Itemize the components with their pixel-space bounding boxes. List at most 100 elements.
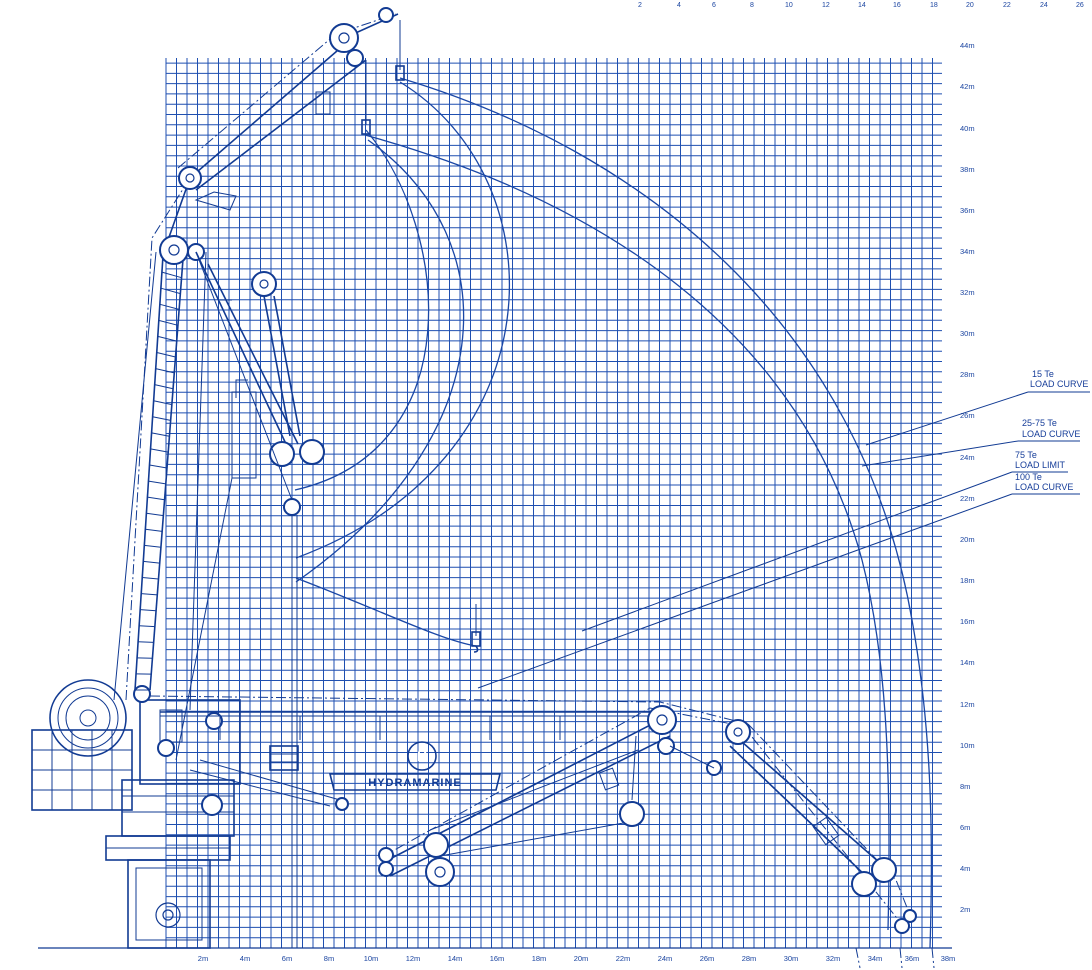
y-axis-label: 10m (960, 741, 975, 750)
boom-lattice-rung (149, 464, 168, 469)
boom-lattice-rung (151, 432, 170, 437)
top-edge-number: 24 (1040, 2, 1048, 9)
boom-lattice-rung (146, 512, 164, 517)
boom-lattice-rung (160, 287, 181, 295)
top-edge-number-row: 2 4 6 8 10 12 14 16 18 20 22 24 26 (638, 2, 1084, 9)
top-edge-number: 12 (822, 2, 830, 9)
y-axis-label: 8m (960, 782, 970, 791)
boom-lattice-rung (159, 303, 180, 310)
radius-markers (855, 947, 935, 969)
y-axis-label: 34m (960, 247, 975, 256)
y-axis-label: 4m (960, 864, 970, 873)
top-edge-number: 22 (1003, 2, 1011, 9)
x-axis-label: 20m (574, 954, 589, 963)
y-axis-label: 2m (960, 905, 970, 914)
callout-leader-100te (477, 493, 1013, 689)
boom-lattice-rung (141, 593, 158, 596)
hook-blocks (361, 20, 481, 653)
y-axis-label: 30m (960, 329, 975, 338)
main-boom (113, 7, 399, 948)
boom-lattice-rung (148, 480, 166, 485)
boom-lattice-rung (147, 496, 165, 501)
y-axis-label: 44m (960, 41, 975, 50)
boom-lattice-rung (157, 335, 177, 342)
y-axis-label: 28m (960, 370, 975, 379)
x-axis-label: 34m (868, 954, 883, 963)
x-axis-label: 16m (490, 954, 505, 963)
x-axis-label: 18m (532, 954, 547, 963)
x-axis-label: 22m (616, 954, 631, 963)
top-edge-number: 26 (1076, 2, 1084, 9)
x-axis-label: 24m (658, 954, 673, 963)
x-axis-label: 38m (941, 954, 956, 963)
x-axis-label: 14m (448, 954, 463, 963)
y-axis-label: 40m (960, 124, 975, 133)
x-axis-label: 28m (742, 954, 757, 963)
lower-hook-arc (294, 129, 430, 491)
callout-25-75te-line1: 25-75 Te (1022, 418, 1057, 428)
top-edge-number: 14 (858, 2, 866, 9)
top-edge-number: 10 (785, 2, 793, 9)
lowered-boom (378, 705, 917, 934)
brand-logo-text: HYDRAMARINE (368, 777, 462, 789)
outer-reach-curve (399, 77, 933, 949)
callout-15te-line2: LOAD CURVE (1030, 379, 1088, 389)
x-axis-label: 2m (198, 954, 208, 963)
boom-lattice-rung (142, 577, 159, 580)
boom-lattice-rung (158, 319, 179, 326)
hanging-load-rope (295, 577, 477, 647)
callout-15te-line1: 15 Te (1032, 369, 1054, 379)
callout-100te-line1: 100 Te (1015, 472, 1042, 482)
y-axis-label: 32m (960, 288, 975, 297)
x-axis-label: 4m (240, 954, 250, 963)
y-axis-label: 20m (960, 535, 975, 544)
y-axis-label: 22m (960, 494, 975, 503)
top-edge-number: 20 (966, 2, 974, 9)
y-axis-label: 12m (960, 700, 975, 709)
upper-hook-arc (295, 81, 511, 559)
y-axis-label: 38m (960, 165, 975, 174)
y-axis-label: 6m (960, 823, 970, 832)
boom-lattice-rung (138, 641, 154, 643)
boom-lattice-rung (143, 560, 160, 564)
boom-lattice-rung (139, 625, 155, 628)
x-axis-label: 6m (282, 954, 292, 963)
middle-hook-arc (295, 139, 465, 583)
top-edge-number: 4 (677, 2, 681, 9)
y-axis-label: 42m (960, 82, 975, 91)
y-axis-label: 26m (960, 411, 975, 420)
top-edge-number: 8 (750, 2, 754, 9)
y-axis-label: 14m (960, 658, 975, 667)
inner-reach-curve (364, 134, 890, 931)
boom-lattice-rung (154, 384, 174, 390)
callout-leader-25-75te (861, 440, 1019, 467)
callout-75te-line2: LOAD LIMIT (1015, 460, 1066, 470)
boom-lattice-rung (150, 448, 169, 453)
top-edge-number: 6 (712, 2, 716, 9)
brand-logo-emblem (407, 741, 437, 771)
load-curves (294, 77, 933, 949)
top-edge-number: 2 (638, 2, 642, 9)
callout-75te-line1: 75 Te (1015, 450, 1037, 460)
x-axis-label: 32m (826, 954, 841, 963)
top-edge-number: 18 (930, 2, 938, 9)
y-axis-label: 36m (960, 206, 975, 215)
boom-lattice-rung (161, 271, 182, 279)
svg-text:H: H (417, 748, 427, 764)
callout-leader-75te (581, 471, 1013, 632)
boom-lattice-rung (145, 528, 163, 532)
callouts: 15 Te LOAD CURVE 25-75 Te LOAD CURVE 75 … (477, 369, 1090, 689)
x-axis-label: 30m (784, 954, 799, 963)
x-axis-label: 36m (905, 954, 920, 963)
y-axis-label: 24m (960, 453, 975, 462)
x-axis-label: 26m (700, 954, 715, 963)
callout-100te-line2: LOAD CURVE (1015, 482, 1073, 492)
boom-lattice-rung (144, 544, 161, 548)
y-axis-labels: 2m 4m 6m 8m 10m 12m 14m 16m 18m 20m 22m … (960, 41, 975, 914)
x-axis-label: 10m (364, 954, 379, 963)
boom-lattice-rung (153, 400, 173, 406)
x-axis-labels: 2m 4m 6m 8m 10m 12m 14m 16m 18m 20m 22m … (198, 954, 956, 963)
top-edge-number: 16 (893, 2, 901, 9)
y-axis-label: 16m (960, 617, 975, 626)
